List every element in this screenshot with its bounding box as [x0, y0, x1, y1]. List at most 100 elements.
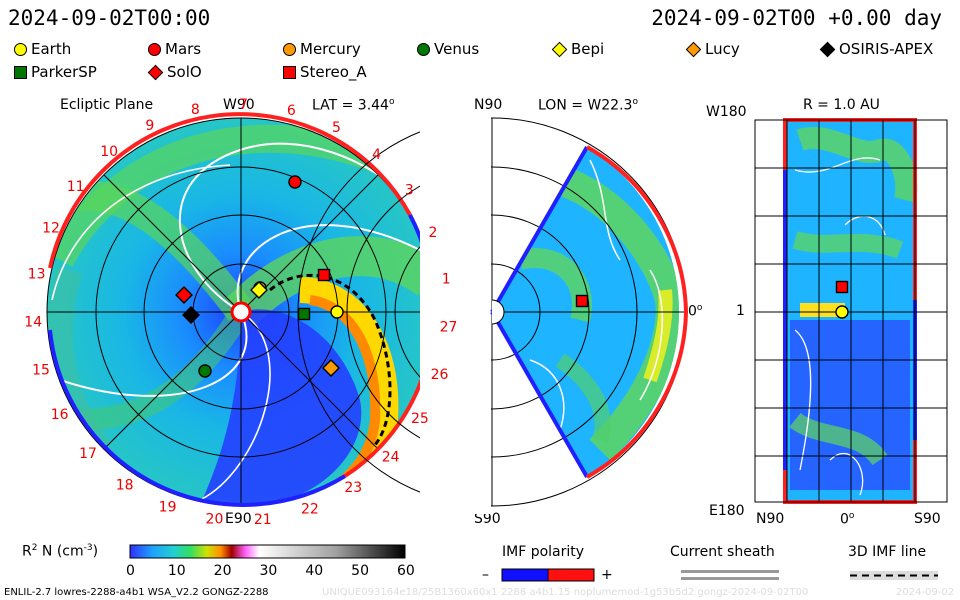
marker-venus [198, 364, 212, 378]
model-info: ENLIL-2.7 lowres-2288-a4b1 WSA_V2.2 GONG… [4, 587, 269, 598]
colorbar-tick: 30 [259, 563, 278, 579]
meridional-zero-label: 0o [688, 303, 703, 320]
circle-marker-icon [148, 42, 161, 56]
legend-label: Stereo_A [300, 63, 367, 81]
lon-label: LON = W22.3o [538, 97, 638, 114]
carrington-number: 6 [287, 103, 296, 119]
carrington-number: 16 [51, 407, 69, 423]
imf-line-label: 3D IMF line [848, 544, 927, 560]
w180-label: W180 [706, 104, 747, 120]
carrington-number: 7 [239, 97, 248, 113]
carrington-number: 24 [382, 449, 400, 465]
carrington-number: 22 [301, 501, 319, 517]
imf-polarity-plus: + [601, 567, 613, 583]
run-info: UNIQUE093164e18/25B1360x60x1 2288 a4b1.1… [322, 587, 809, 598]
footer-date: 2024-09-02 [896, 587, 955, 598]
carrington-number: 25 [411, 411, 429, 427]
marker-stereo-a [575, 294, 589, 308]
legend-label: Earth [31, 40, 72, 58]
square-marker-icon [14, 65, 27, 79]
legend-label: SolO [167, 63, 202, 81]
circle-marker-icon [14, 42, 27, 56]
carrington-number: 5 [332, 120, 341, 136]
spacecraft-markers [175, 175, 849, 378]
colorbar-tick: 50 [351, 563, 369, 579]
legend-label: Mars [165, 40, 202, 58]
marker-parkersp [297, 307, 311, 321]
carrington-number: 17 [79, 446, 97, 462]
carrington-number: 1 [442, 271, 451, 287]
current-sheath-label: Current sheath [670, 544, 775, 560]
carrington-number: 3 [405, 183, 414, 199]
legend-item-venus: Venus [417, 40, 479, 58]
square-marker-icon [283, 65, 296, 79]
legend-item-mercury: Mercury [283, 40, 361, 58]
legend-item-lucy: Lucy [685, 40, 740, 58]
carrington-number: 4 [372, 147, 381, 163]
sphere-panel-plot [754, 118, 948, 504]
carrington-number: 2 [428, 225, 437, 241]
marker-stereo-a [317, 268, 331, 282]
carrington-number: 14 [24, 315, 42, 331]
carrington-number: 11 [67, 179, 85, 195]
right-timestamp: 2024-09-02T00 +0.00 day [651, 6, 942, 30]
meridional-s90-label: S90 [474, 511, 501, 527]
marker-solo [175, 286, 193, 304]
lat-label: LAT = 3.44o [312, 97, 395, 114]
marker-earth [835, 305, 849, 319]
e180-label: E180 [709, 503, 745, 519]
circle-marker-icon [283, 42, 296, 56]
imf-line-symbol-bg [850, 571, 938, 580]
r-label: R = 1.0 AU [803, 97, 880, 113]
sphere-n90-label: N90 [756, 511, 785, 527]
legend-label: Mercury [300, 40, 361, 58]
marker-stereo-a [835, 280, 849, 294]
carrington-number: 9 [145, 118, 154, 134]
imf-polarity-minus: – [482, 567, 489, 583]
carrington-number: 27 [440, 320, 458, 336]
left-timestamp: 2024-09-02T00:00 [8, 6, 211, 30]
carrington-number: 13 [28, 267, 46, 283]
carrington-number: 18 [116, 477, 134, 493]
legend-item-stereo-a: Stereo_A [283, 63, 367, 81]
legend-item-mars: Mars [148, 40, 201, 58]
colorbar-tick: 10 [167, 563, 186, 579]
imf-polarity-positive [547, 568, 595, 582]
colorbar-tick: 0 [126, 563, 135, 579]
legend-item-parkersp: ParkerSP [14, 63, 97, 81]
colorbar-tick: 40 [305, 563, 324, 579]
colorbar-tick: 60 [397, 563, 415, 579]
ecliptic-title: Ecliptic Plane [60, 97, 154, 113]
carrington-number: 12 [42, 220, 60, 236]
carrington-number: 23 [344, 480, 362, 496]
carrington-number: 15 [32, 362, 50, 378]
marker-earth [330, 305, 344, 319]
sphere-zero-label: 0o [840, 511, 855, 528]
legend-label: Venus [434, 40, 480, 58]
w90-label: W90 [223, 97, 255, 113]
ecliptic-plane-plot [46, 112, 436, 507]
marker-bepi [250, 281, 268, 299]
meridional-n90-label: N90 [474, 97, 503, 113]
marker-lucy [322, 359, 340, 377]
legend-item-solo: SolO [147, 63, 202, 81]
carrington-number: 26 [431, 367, 449, 383]
legend-label: ParkerSP [31, 63, 97, 81]
marker-mars [288, 175, 302, 189]
imf-polarity-negative [501, 568, 549, 582]
meridional-plane-plot [297, 110, 689, 514]
sphere-s90-label: S90 [914, 511, 941, 527]
circle-marker-icon [417, 42, 430, 56]
carrington-number: 10 [100, 144, 118, 160]
colorbar [129, 544, 406, 559]
carrington-number: 21 [254, 512, 272, 528]
legend-item-bepi: Bepi [551, 40, 605, 58]
legend-label: Bepi [571, 40, 605, 58]
legend-item-osiris-apex: OSIRIS-APEX [819, 40, 933, 58]
legend-label: Lucy [705, 40, 740, 58]
legend-item-earth: Earth [14, 40, 71, 58]
current-sheath-symbol-top [681, 570, 779, 573]
current-sheath-symbol-bottom [681, 577, 779, 580]
